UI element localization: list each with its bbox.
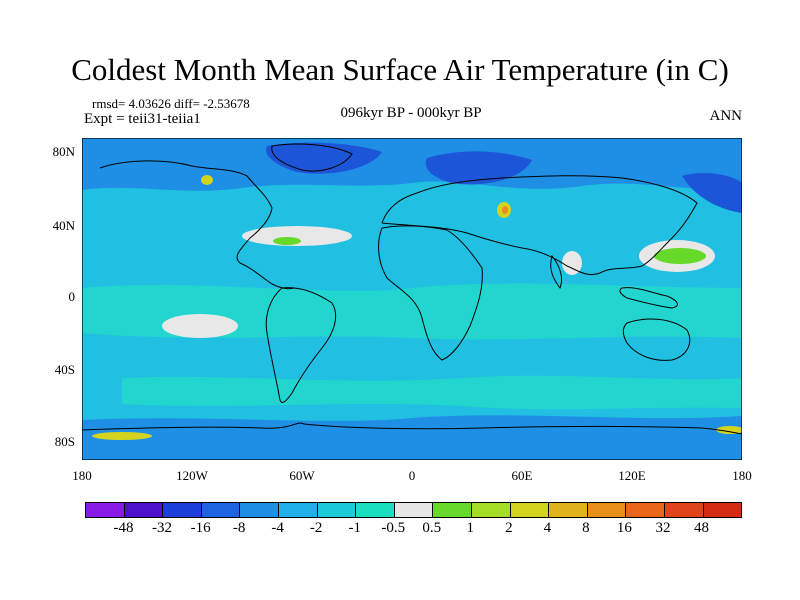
colorbar-label: -4 [271,520,284,536]
colorbar-segment [124,503,164,517]
temperature-map [82,138,742,460]
colorbar-label: 4 [543,520,552,536]
colorbar-segment [433,503,472,517]
north-pacific-warm [654,248,706,264]
lon-label-120w: 120W [176,468,208,483]
colorbar-segment [471,503,511,517]
time-range-label: 096kyr BP - 000kyr BP [340,105,482,121]
lon-label-60w: 60W [289,468,315,483]
lat-label-0: 0 [68,289,76,304]
colorbar-segment [394,503,434,517]
antarctic-warm-west [92,432,152,440]
colorbar-segment [587,503,627,517]
antarctic-warm-east [716,426,742,434]
colorbar-label: -48 [113,520,134,536]
colorbar-label: 1 [466,520,475,536]
map-title: Coldest Month Mean Surface Air Temperatu… [71,52,729,87]
colorbar-label: 32 [655,520,671,536]
colorbar-segment [356,503,395,517]
experiment-label: Expt = teii31-teiia1 [84,111,201,127]
antarctica-coast [82,422,742,435]
lon-label-180w: 180 [72,468,92,483]
south-pacific-neutral [162,314,238,338]
colorbar-segment [510,503,550,517]
colorbar-segment [278,503,318,517]
colorbar-label: -0.5 [381,520,406,536]
colorbar [85,502,742,518]
arctic-blue-region [82,138,742,191]
lon-label-0: 0 [408,468,416,483]
season-label: ANN [709,108,743,124]
colorbar-label: 8 [582,520,590,536]
north-america-coast [99,160,295,290]
atlantic-warm [273,237,301,245]
coastlines [82,143,742,435]
colorbar-label: -16 [190,520,211,536]
colorbar-segment [549,503,588,517]
australia-coast [622,318,691,361]
africa-coast [378,225,483,361]
north-atlantic-neutral [242,226,352,246]
south-america-coast [265,287,337,403]
maritime-continent-coast [619,287,678,309]
antarctic-blue-region [82,415,742,460]
colorbar-label: 48 [693,520,709,536]
eurasia-coast [381,175,698,276]
colorbar-label: 2 [505,520,513,536]
colorbar-label: 0.5 [422,520,442,536]
colorbar-segment [163,503,202,517]
colorbar-segment [703,503,742,517]
northeast-pacific-cold [682,173,742,213]
canada-warm [201,175,213,185]
southern-light-band [122,375,742,410]
colorbar-segment [201,503,241,517]
colorbar-label: 16 [616,520,632,536]
india-coast [550,254,563,290]
stats-text: rmsd= 4.03626 diff= -2.53678 [92,96,250,111]
colorbar-label: -1 [348,520,361,536]
lat-label-40s: 40S [54,362,75,377]
anomaly-patches [82,138,742,460]
lon-label-180e: 180 [732,468,752,483]
arabian-neutral [562,251,582,275]
lon-label-60e: 60E [511,468,533,483]
colorbar-label: -32 [152,520,173,536]
colorbar-segment [240,503,279,517]
tropical-light-band [82,283,742,340]
map-plot [82,138,742,460]
colorbar-segment [664,503,704,517]
colorbar-segment [317,503,357,517]
lat-label-80n: 80N [52,144,75,159]
colorbar-label: -8 [232,520,246,536]
greenland-cold-region [266,142,382,174]
siberia-cold-region [425,151,532,185]
colorbar-segment [86,503,125,517]
colorbar-label: -2 [309,520,323,536]
greenland-coast [271,143,353,172]
colorbar-segment [626,503,665,517]
lon-label-120e: 120E [618,468,646,483]
lat-label-80s: 80S [54,434,75,449]
caspian-hot [502,206,508,214]
lat-label-40n: 40N [52,218,75,233]
